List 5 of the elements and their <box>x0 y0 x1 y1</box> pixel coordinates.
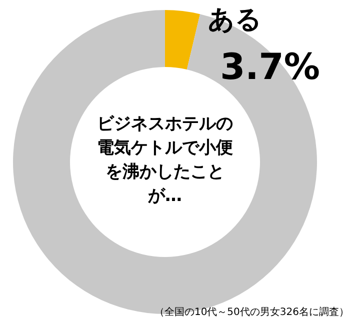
data-label: 3.7% <box>220 47 320 88</box>
slice-label: ある <box>208 5 262 35</box>
donut-slice <box>165 10 200 70</box>
text: （全国の10代～50代の男女326名に調査） <box>154 306 349 318</box>
text: ビジネスホテルの電気ケトルで小便を沸かしたことが… <box>96 113 234 208</box>
